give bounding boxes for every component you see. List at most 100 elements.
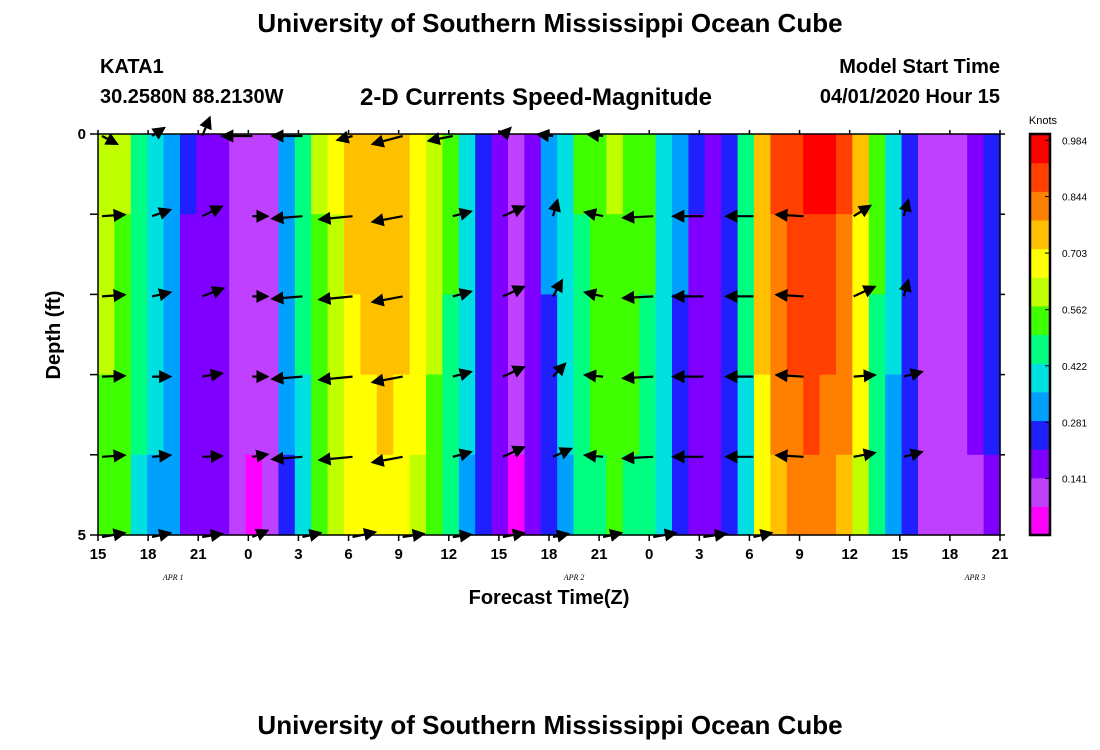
current-vector [270,291,303,305]
page-title: University of Southern Mississippi Ocean… [257,8,843,38]
heatmap-cell [967,454,985,536]
current-vector [101,208,127,222]
heatmap-cell [819,454,837,536]
heatmap-cell [196,294,214,376]
y-tick-label: 5 [78,527,86,544]
heatmap-cell [262,294,279,376]
heatmap-cell [278,454,296,536]
heatmap-cell [934,214,952,295]
heatmap-cell [590,374,607,456]
current-vector [903,448,924,462]
heatmap-cell [704,214,722,295]
colorbar-segment [1030,191,1050,221]
heatmap-cell [180,374,197,456]
heatmap-cell [819,214,837,295]
current-vector [152,449,173,463]
heatmap-cell [655,294,673,376]
heatmap-cell [786,374,804,456]
heatmap-cell [344,214,361,295]
heatmap-cell [475,214,493,295]
heatmap-cell [688,454,706,536]
colorbar: 0.984 0.844 0.703 0.562 0.422 0.281 0.141 [1028,132,1087,537]
heatmap-cell [180,294,197,376]
heatmap-cell [376,454,394,536]
current-vector [151,207,173,220]
heatmap-cell [311,294,329,376]
x-tick-label: 3 [294,546,302,563]
heatmap-cell [409,214,427,295]
heatmap-cell [918,454,935,536]
heatmap-cell [852,134,870,215]
x-tick-label: 0 [244,546,252,563]
heatmap-cell [508,294,525,376]
colorbar-segment [1030,391,1050,422]
current-vector [370,453,403,467]
heatmap-cell [245,374,263,456]
heatmap-cell [819,374,837,456]
colorbar-segment [1030,219,1050,250]
heatmap-cell [983,454,1001,536]
heatmap-cell [344,294,361,376]
heatmap-cell [458,454,476,536]
heatmap-cell [606,374,624,456]
heatmap-cell [229,374,247,456]
heatmap-cell [901,294,919,376]
heatmap-cell [426,454,443,536]
heatmap-cell [540,454,558,536]
heatmap-cell [245,294,263,376]
heatmap-cell [950,374,968,456]
current-vector [251,528,270,541]
heatmap-cell [836,134,853,215]
colorbar-segment [1030,334,1050,364]
heatmap-cell [327,294,345,376]
heatmap-cell [147,374,165,456]
heatmap-cell [606,134,624,215]
heatmap-cell [590,294,607,376]
heatmap-cell [737,214,755,295]
heatmap-cell [524,294,542,376]
x-tick-label: 18 [541,546,558,563]
colorbar-segment [1030,363,1050,393]
heatmap-cell [655,214,673,295]
heatmap-cell [426,294,443,376]
heatmap-cell [294,374,312,456]
heatmap-cell [130,454,148,536]
current-vector [199,115,212,137]
current-vector [151,288,173,302]
heatmap-cell [622,134,640,215]
heatmap-cell [114,134,132,215]
heatmap-cell [278,374,296,456]
heatmap-cell [967,134,985,215]
heatmap-cell [114,214,132,295]
heatmap-cell [327,214,345,295]
heatmap-cell [770,294,788,376]
heatmap-cell [704,294,722,376]
heatmap-cell [721,134,739,215]
x-tick-label: 3 [695,546,703,563]
chart-title: 2-D Currents Speed-Magnitude [360,84,713,111]
heatmap-cell [229,134,247,215]
heatmap-cell [360,294,378,376]
heatmap-cell [376,134,394,215]
heatmap-cell [655,374,673,456]
heatmap-cell [442,134,460,215]
current-vector [270,211,303,225]
heatmap-cell [688,214,706,295]
heatmap-cell [147,294,165,376]
current-vector [853,285,877,298]
heatmap-cell [819,134,837,215]
colorbar-segment [1030,449,1050,479]
heatmap-cell [688,134,706,215]
current-vector [582,208,604,222]
heatmap-cell [212,294,230,376]
current-vector [898,278,912,297]
heatmap-cell [458,294,476,376]
heatmap-cell [540,134,558,215]
current-vector [317,452,353,466]
heatmap-cell [754,134,771,215]
heatmap-cell [294,454,312,536]
model-start-time: 04/01/2020 Hour 15 [819,86,1000,108]
heatmap-cell [262,214,279,295]
heatmap-cell [245,134,263,215]
heatmap-cell [868,454,886,536]
